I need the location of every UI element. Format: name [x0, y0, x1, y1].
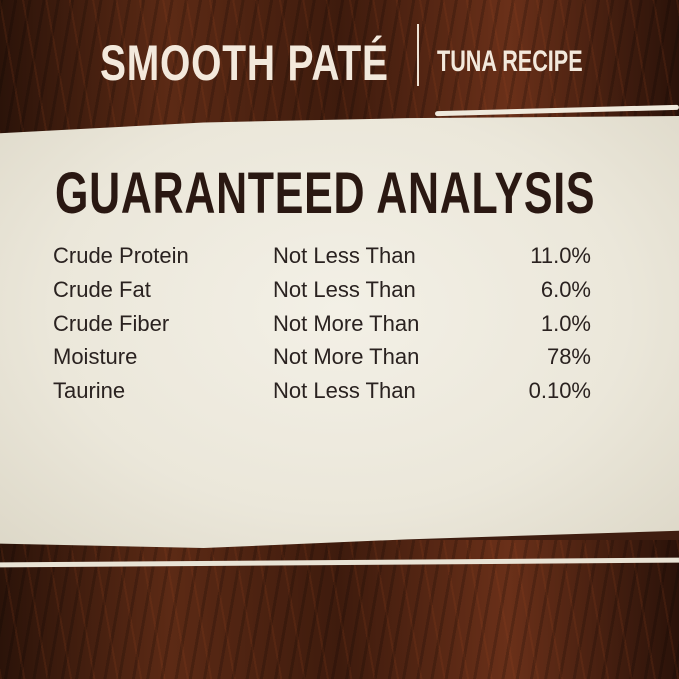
analysis-row: Crude Fat Not Less Than 6.0% — [0, 277, 679, 311]
value: 6.0% — [540, 276, 591, 302]
paper-panel — [0, 116, 679, 548]
product-name: SMOOTH PATÉ — [100, 35, 389, 91]
analysis-row: Taurine Not Less Than 0.10% — [0, 378, 679, 412]
nutrient-name: Crude Fat — [53, 276, 151, 302]
nutrient-name: Crude Fiber — [53, 310, 170, 336]
analysis-row: Crude Fiber Not More Than 1.0% — [0, 311, 679, 345]
value: 78% — [546, 344, 591, 370]
qualifier: Not More Than — [273, 310, 420, 336]
nutrient-name: Taurine — [53, 378, 126, 404]
analysis-title: GUARANTEED ANALYSIS — [55, 161, 596, 226]
nutrient-name: Crude Protein — [53, 243, 189, 268]
qualifier: Not Less Than — [273, 378, 416, 404]
header-divider — [417, 24, 419, 86]
qualifier: Not Less Than — [273, 243, 416, 268]
qualifier: Not More Than — [273, 344, 420, 370]
recipe-name: TUNA RECIPE — [437, 45, 583, 78]
qualifier: Not Less Than — [273, 276, 416, 302]
value: 1.0% — [540, 310, 591, 336]
analysis-row: Moisture Not More Than 78% — [0, 344, 679, 378]
nutrient-name: Moisture — [53, 344, 138, 370]
value: 11.0% — [530, 243, 591, 268]
value: 0.10% — [528, 378, 591, 404]
wood-background-top — [0, 0, 679, 140]
analysis-row: Crude Protein Not Less Than 11.0% — [0, 243, 679, 277]
